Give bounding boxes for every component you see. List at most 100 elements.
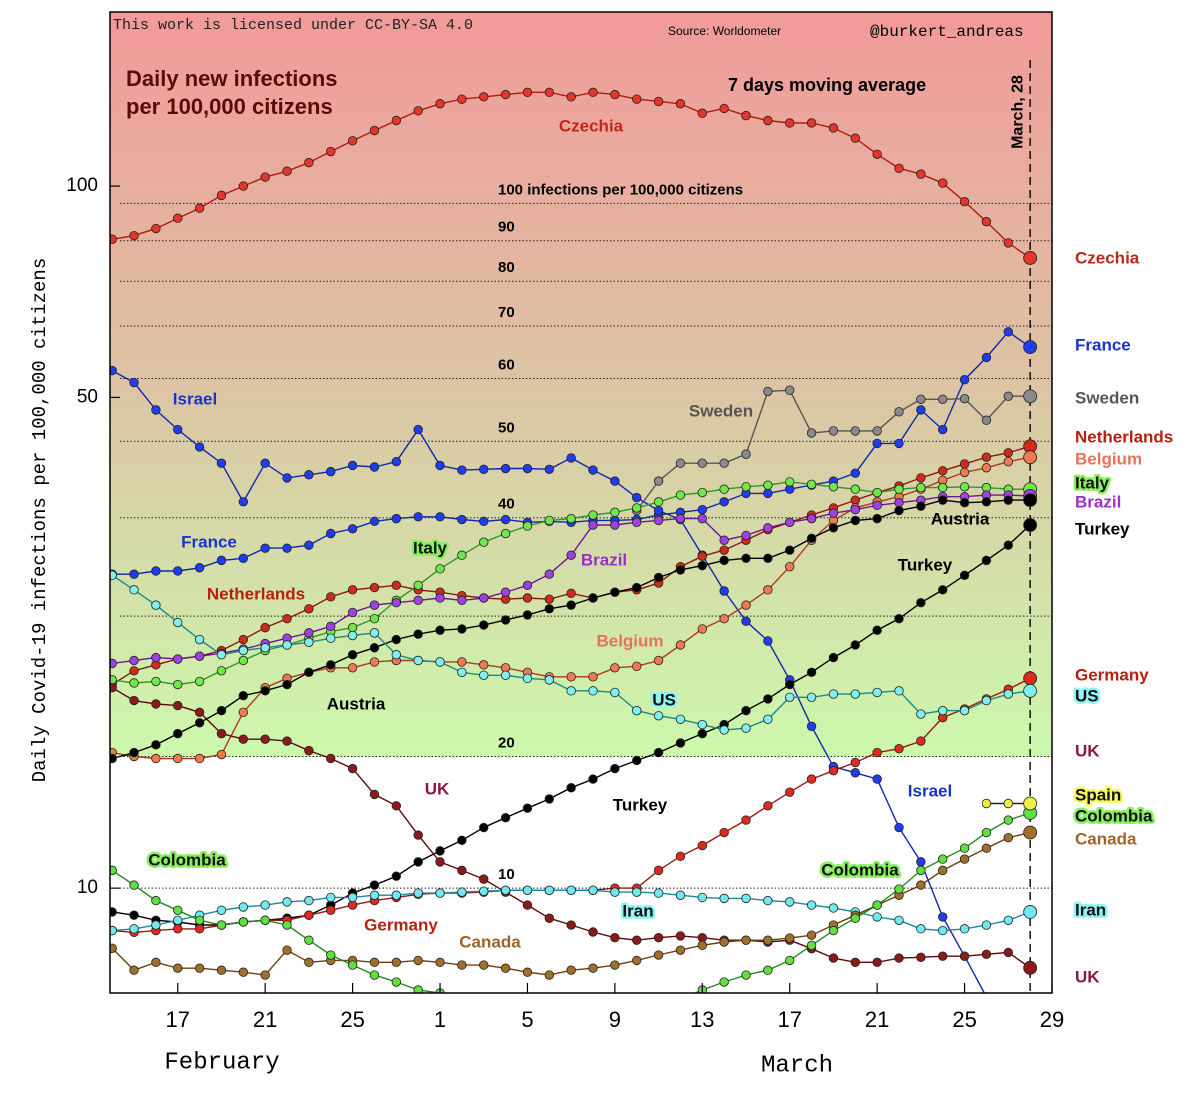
data-point <box>872 912 882 922</box>
data-point <box>916 924 926 934</box>
data-point <box>632 887 642 897</box>
data-point <box>110 907 117 917</box>
data-point <box>413 512 423 522</box>
data-point <box>479 660 489 670</box>
data-point <box>1003 238 1013 248</box>
data-point <box>938 394 948 404</box>
data-point <box>479 620 489 630</box>
data-point <box>457 94 467 104</box>
series-label: Germany <box>364 915 438 934</box>
data-point <box>391 456 402 467</box>
data-point <box>194 963 205 973</box>
x-tick-label: 21 <box>865 1007 889 1032</box>
data-point <box>1003 456 1013 467</box>
data-point <box>347 650 358 660</box>
data-point <box>457 595 467 606</box>
data-point <box>719 937 729 947</box>
data-point <box>763 694 773 704</box>
data-point <box>653 572 664 583</box>
data-point <box>1023 450 1038 465</box>
data-point <box>806 692 817 702</box>
data-point <box>260 172 270 182</box>
data-point <box>981 798 992 809</box>
data-point <box>1003 689 1013 699</box>
data-point <box>850 133 860 143</box>
data-point <box>216 905 227 915</box>
data-point <box>194 707 205 718</box>
data-point <box>938 912 948 922</box>
data-point <box>741 705 751 716</box>
data-point <box>413 830 423 840</box>
data-point <box>806 533 817 544</box>
author: @burkert_andreas <box>870 23 1024 41</box>
data-point <box>304 957 314 968</box>
data-point <box>326 633 336 643</box>
x-tick-label: 21 <box>253 1007 277 1032</box>
data-point <box>110 365 117 376</box>
data-point <box>151 753 161 764</box>
data-point <box>850 913 860 923</box>
data-point <box>326 466 336 477</box>
data-point <box>435 99 445 109</box>
data-point <box>369 125 380 136</box>
data-point <box>1003 495 1013 505</box>
y-tick-label: 100 <box>66 175 98 196</box>
data-point <box>981 352 992 363</box>
series-label: Israel <box>908 781 952 800</box>
data-point <box>916 501 926 511</box>
series-label: UK <box>425 779 450 798</box>
source: Source: Worldometer <box>668 24 781 38</box>
data-point <box>828 953 839 963</box>
data-point <box>653 932 664 943</box>
data-point <box>785 477 795 487</box>
data-point <box>479 464 489 475</box>
x-tick-label: 13 <box>690 1007 714 1032</box>
series-label: Italy <box>413 538 448 557</box>
data-point <box>1023 493 1038 508</box>
data-point <box>938 854 948 864</box>
data-point <box>763 714 773 724</box>
data-point <box>916 598 926 608</box>
data-point <box>675 890 686 900</box>
data-point <box>435 957 445 968</box>
data-point <box>151 652 161 663</box>
data-point <box>566 600 576 610</box>
data-point <box>457 550 467 560</box>
data-point <box>129 678 139 688</box>
data-point <box>654 1001 663 1010</box>
data-point <box>850 689 860 699</box>
data-point <box>697 551 708 561</box>
data-point <box>916 169 926 179</box>
data-point <box>894 822 904 833</box>
data-point <box>238 690 249 701</box>
series-label: US <box>652 690 676 709</box>
data-point <box>719 535 729 545</box>
data-point <box>479 960 489 970</box>
data-point <box>522 463 533 474</box>
data-point <box>151 740 161 750</box>
data-point <box>347 663 358 673</box>
data-point <box>457 657 467 667</box>
data-point <box>763 480 773 490</box>
data-point <box>522 580 533 591</box>
series-label: Netherlands <box>207 584 305 603</box>
data-point <box>675 513 686 524</box>
data-point <box>194 442 205 452</box>
data-point <box>260 458 270 468</box>
data-point <box>194 203 205 213</box>
series-label: France <box>1075 335 1131 354</box>
data-point <box>194 753 205 764</box>
data-point <box>653 96 664 107</box>
data-point <box>173 679 183 690</box>
data-point <box>566 588 576 599</box>
data-point <box>1003 798 1013 809</box>
data-point <box>981 949 992 959</box>
data-point <box>129 569 139 579</box>
data-point <box>413 857 423 867</box>
data-point <box>304 540 314 550</box>
data-point <box>610 932 620 943</box>
series-label: Sweden <box>1075 388 1139 407</box>
y-tick-label: 10 <box>77 877 98 898</box>
series-label: Colombia <box>821 860 899 879</box>
data-point <box>194 676 205 687</box>
